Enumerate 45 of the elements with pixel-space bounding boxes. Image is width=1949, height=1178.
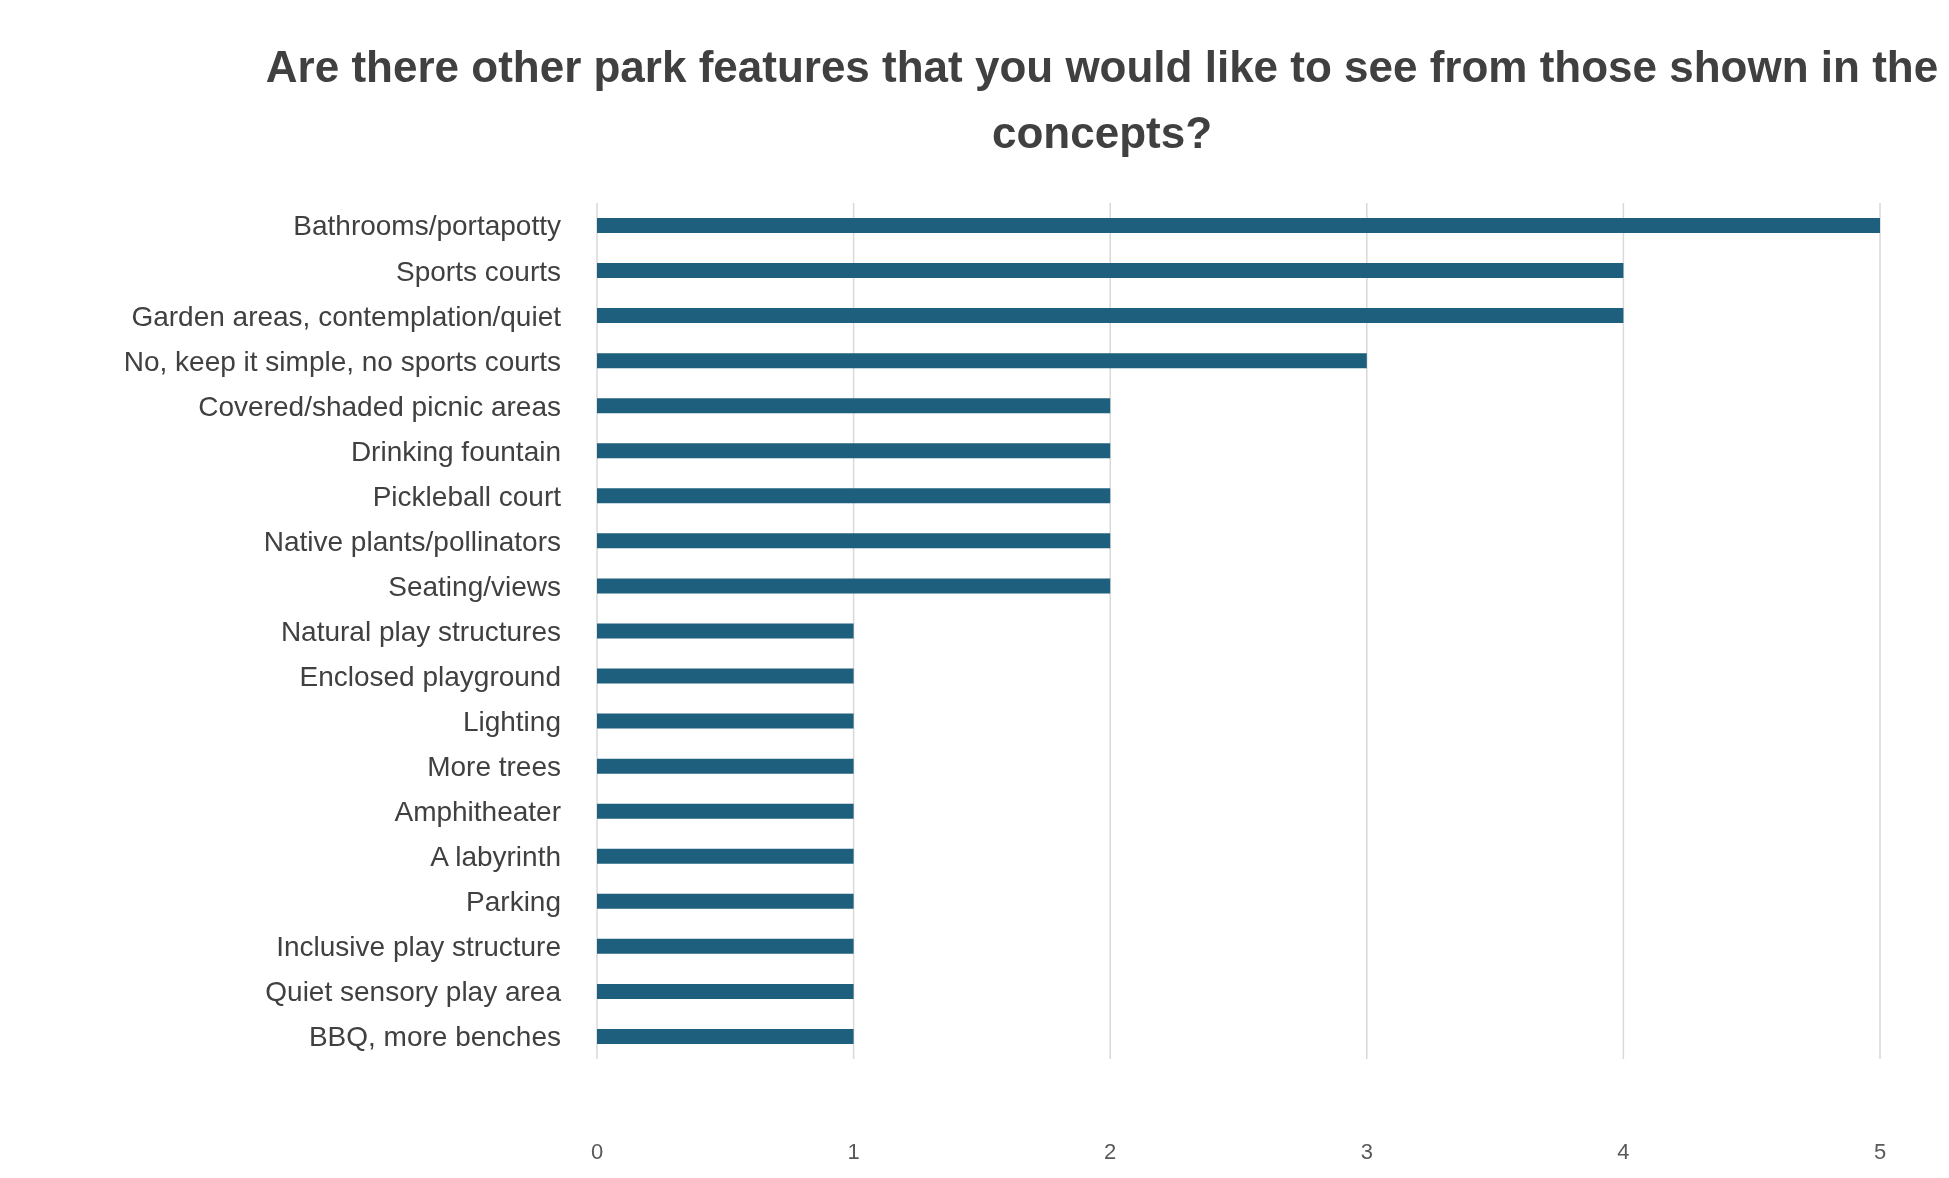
- y-tick-label: No, keep it simple, no sports courts: [123, 345, 561, 377]
- bar: [597, 1028, 854, 1044]
- y-tick-label: Inclusive play structure: [276, 931, 561, 963]
- x-tick-label: 3: [1360, 1138, 1373, 1164]
- bar: [597, 803, 854, 819]
- y-tick-label: Native plants/pollinators: [263, 525, 561, 557]
- x-tick-label: 0: [590, 1138, 604, 1164]
- bar: [597, 443, 1111, 459]
- bar: [597, 668, 854, 684]
- y-tick-label: Pickleball court: [372, 480, 562, 512]
- y-tick-label: BBQ, more benches: [308, 1021, 561, 1053]
- y-tick-label: Seating/views: [388, 570, 561, 602]
- y-tick-label: Parking: [466, 886, 561, 918]
- y-tick-label: More trees: [427, 751, 561, 783]
- bar: [597, 353, 1367, 369]
- bar: [597, 758, 854, 774]
- bar: [597, 848, 854, 864]
- y-tick-label: Amphitheater: [394, 796, 561, 828]
- y-tick-label: Lighting: [462, 706, 561, 738]
- bar: [597, 713, 854, 729]
- bar: [597, 218, 1880, 233]
- bar: [597, 578, 1111, 594]
- y-tick-label: Sports courts: [396, 255, 561, 287]
- x-tick-label: 4: [1617, 1138, 1630, 1164]
- bar: [597, 263, 1624, 279]
- x-tick-label: 1: [847, 1138, 860, 1164]
- bar: [597, 398, 1111, 414]
- y-tick-label: A labyrinth: [430, 841, 561, 873]
- bar: [597, 623, 854, 639]
- y-tick-label: Drinking fountain: [350, 435, 561, 467]
- bar: [597, 893, 854, 909]
- bar: [597, 938, 854, 954]
- bar: [597, 533, 1111, 549]
- y-tick-label: Garden areas, contemplation/quiet: [131, 300, 562, 332]
- y-tick-label: Natural play structures: [280, 615, 561, 647]
- y-tick-label: Quiet sensory play area: [265, 976, 562, 1008]
- bar: [597, 983, 854, 999]
- y-tick-label: Enclosed playground: [299, 660, 561, 692]
- bar: [597, 488, 1111, 504]
- x-tick-label: 2: [1104, 1138, 1117, 1164]
- x-tick-label: 5: [1873, 1138, 1887, 1164]
- bar: [597, 308, 1624, 324]
- chart-title: Are there other park features that you would like to see from those shown in the concepts?: [264, 41, 1940, 159]
- y-tick-label: Covered/shaded picnic areas: [198, 390, 561, 422]
- y-tick-label: Bathrooms/portapotty: [293, 210, 561, 242]
